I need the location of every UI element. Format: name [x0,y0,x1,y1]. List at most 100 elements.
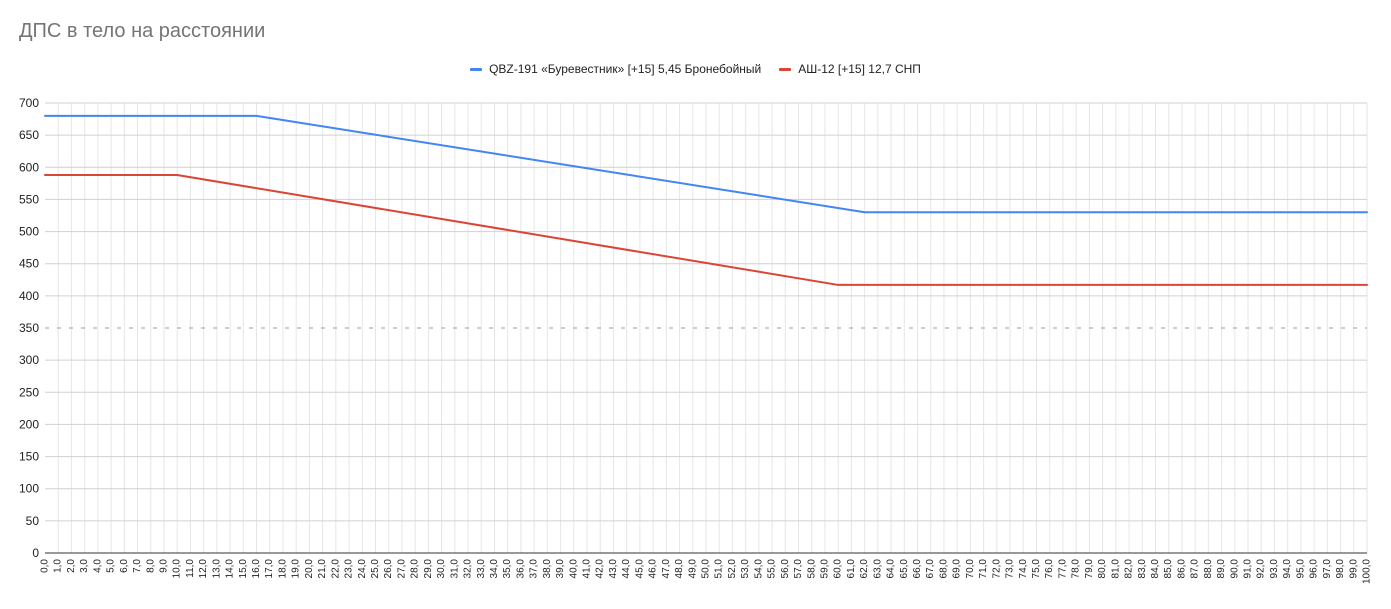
x-tick-label: 22,0 [330,559,341,579]
x-tick-label: 19,0 [291,559,302,579]
y-tick-label: 250 [19,385,39,399]
x-tick-label: 27,0 [396,559,407,579]
x-tick-label: 61,0 [846,559,857,579]
x-tick-label: 82,0 [1124,559,1135,579]
x-tick-label: 99,0 [1348,559,1359,579]
legend-swatch-series-1 [779,67,792,71]
x-tick-label: 91,0 [1243,559,1254,579]
x-tick-label: 25,0 [370,559,381,579]
x-tick-label: 54,0 [753,559,764,579]
x-tick-label: 80,0 [1097,559,1108,579]
x-tick-label: 43,0 [608,559,619,579]
x-tick-label: 60,0 [833,559,844,579]
x-tick-label: 21,0 [317,559,328,579]
x-tick-label: 47,0 [661,559,672,579]
legend-item-series-1[interactable]: АШ-12 [+15] 12,7 СНП [779,62,921,76]
x-tick-label: 100,0 [1362,559,1373,584]
grid-minor [57,103,1368,553]
x-tick-label: 69,0 [952,559,963,579]
x-tick-label: 15,0 [238,559,249,579]
x-tick-label: 50,0 [701,559,712,579]
y-tick-label: 500 [19,225,39,239]
y-tick-label: 50 [26,514,40,528]
x-tick-label: 83,0 [1137,559,1148,579]
x-tick-label: 29,0 [423,559,434,579]
x-tick-label: 38,0 [542,559,553,579]
series-line-1 [44,174,1368,286]
x-tick-label: 5,0 [106,559,117,573]
x-tick-label: 16,0 [251,559,262,579]
x-tick-label: 58,0 [806,559,817,579]
x-tick-label: 31,0 [449,559,460,579]
x-tick-label: 28,0 [410,559,421,579]
x-tick-label: 57,0 [793,559,804,579]
x-tick-label: 85,0 [1163,559,1174,579]
x-tick-label: 77,0 [1057,559,1068,579]
x-tick-label: 59,0 [819,559,830,579]
x-tick-label: 41,0 [582,559,593,579]
x-tick-label: 11,0 [185,559,196,578]
series-line-0 [44,114,1368,214]
x-tick-label: 26,0 [383,559,394,579]
x-tick-label: 88,0 [1203,559,1214,579]
x-tick-label: 4,0 [92,559,103,573]
y-tick-label: 600 [19,160,39,174]
x-tick-label: 79,0 [1084,559,1095,579]
x-tick-label: 52,0 [727,559,738,579]
y-tick-label: 200 [19,417,39,431]
y-tick-label: 100 [19,482,39,496]
x-tick-label: 55,0 [767,559,778,579]
y-tick-label: 450 [19,257,39,271]
x-tick-label: 84,0 [1150,559,1161,579]
x-tick-label: 62,0 [859,559,870,579]
y-tick-label: 700 [19,96,39,110]
x-tick-labels: 0,0 1,0 2,0 3,0 4,0 5,0 6,0 7,0 8,0 9,0 10,0 11,0 12… [40,559,1373,584]
x-tick-label: 13,0 [211,559,222,579]
x-tick-label: 37,0 [529,559,540,579]
x-tick-label: 30,0 [436,559,447,579]
x-tick-label: 98,0 [1335,559,1346,579]
y-tick-label: 150 [19,450,39,464]
x-tick-label: 2,0 [66,559,77,573]
y-tick-label: 650 [19,128,39,142]
x-tick-label: 1,0 [53,559,64,573]
x-tick-label: 56,0 [780,559,791,579]
x-tick-label: 94,0 [1282,559,1293,579]
x-tick-label: 18,0 [277,559,288,579]
x-tick-label: 12,0 [198,559,209,579]
x-tick-label: 24,0 [357,559,368,579]
x-tick-label: 81,0 [1110,559,1121,579]
x-tick-label: 53,0 [740,559,751,579]
y-tick-label: 300 [19,353,39,367]
x-tick-label: 78,0 [1071,559,1082,579]
x-tick-label: 14,0 [225,559,236,579]
x-tick-label: 76,0 [1044,559,1055,579]
x-tick-label: 8,0 [145,559,156,573]
x-tick-label: 95,0 [1295,559,1306,579]
x-tick-label: 3,0 [79,559,90,573]
x-tick-label: 49,0 [687,559,698,579]
x-tick-label: 70,0 [965,559,976,579]
x-tick-label: 87,0 [1190,559,1201,579]
x-tick-label: 46,0 [648,559,659,579]
x-tick-label: 86,0 [1176,559,1187,579]
legend-item-series-0[interactable]: QBZ-191 «Буревестник» [+15] 5,45 Бронебо… [470,62,761,76]
x-tick-label: 34,0 [489,559,500,579]
x-tick-label: 39,0 [555,559,566,579]
x-tick-label: 51,0 [714,559,725,579]
x-tick-label: 6,0 [119,559,130,573]
x-tick-label: 0,0 [40,559,51,573]
x-tick-label: 93,0 [1269,559,1280,579]
grid-major [45,102,1367,522]
x-tick-label: 72,0 [991,559,1002,579]
x-tick-label: 7,0 [132,559,143,573]
x-tick-label: 35,0 [502,559,513,579]
x-tick-label: 48,0 [674,559,685,579]
y-tick-label: 0 [32,546,39,560]
x-tick-label: 73,0 [1005,559,1016,579]
x-tick-label: 67,0 [925,559,936,579]
y-tick-label: 400 [19,289,39,303]
x-tick-label: 36,0 [515,559,526,579]
x-tick-label: 33,0 [476,559,487,579]
x-tick-label: 75,0 [1031,559,1042,579]
